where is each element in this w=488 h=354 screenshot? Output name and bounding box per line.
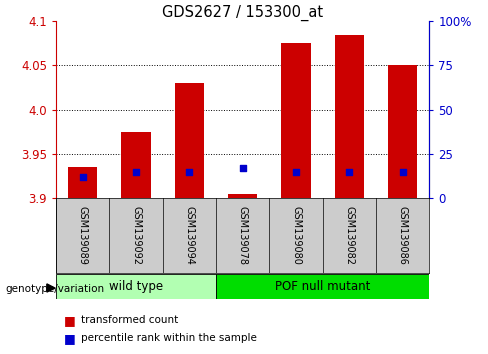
Bar: [388, 65, 417, 198]
Text: GSM139094: GSM139094: [184, 206, 194, 265]
Text: transformed count: transformed count: [81, 315, 178, 325]
Point: [239, 165, 246, 171]
Text: ■: ■: [63, 314, 75, 327]
Text: ■: ■: [63, 332, 75, 344]
Point: [185, 169, 193, 175]
Text: GSM139082: GSM139082: [345, 206, 354, 265]
Text: GSM139080: GSM139080: [291, 206, 301, 265]
Bar: [122, 132, 151, 198]
Point: [132, 169, 140, 175]
Text: GSM139089: GSM139089: [78, 206, 88, 265]
Title: GDS2627 / 153300_at: GDS2627 / 153300_at: [162, 5, 324, 21]
Bar: [175, 83, 204, 198]
Text: wild type: wild type: [109, 280, 163, 293]
Point: [79, 174, 87, 180]
Text: GSM139078: GSM139078: [238, 206, 248, 265]
Bar: [335, 34, 364, 198]
Bar: [56, 274, 216, 299]
Bar: [216, 274, 429, 299]
Text: percentile rank within the sample: percentile rank within the sample: [81, 333, 256, 343]
Text: GSM139092: GSM139092: [131, 206, 141, 265]
Bar: [282, 43, 311, 198]
Bar: [68, 167, 98, 198]
Text: POF null mutant: POF null mutant: [275, 280, 370, 293]
Text: genotype/variation: genotype/variation: [5, 284, 104, 293]
Text: GSM139086: GSM139086: [398, 206, 408, 265]
Bar: [228, 194, 258, 198]
Point: [292, 169, 300, 175]
Point: [399, 169, 407, 175]
Point: [346, 169, 353, 175]
